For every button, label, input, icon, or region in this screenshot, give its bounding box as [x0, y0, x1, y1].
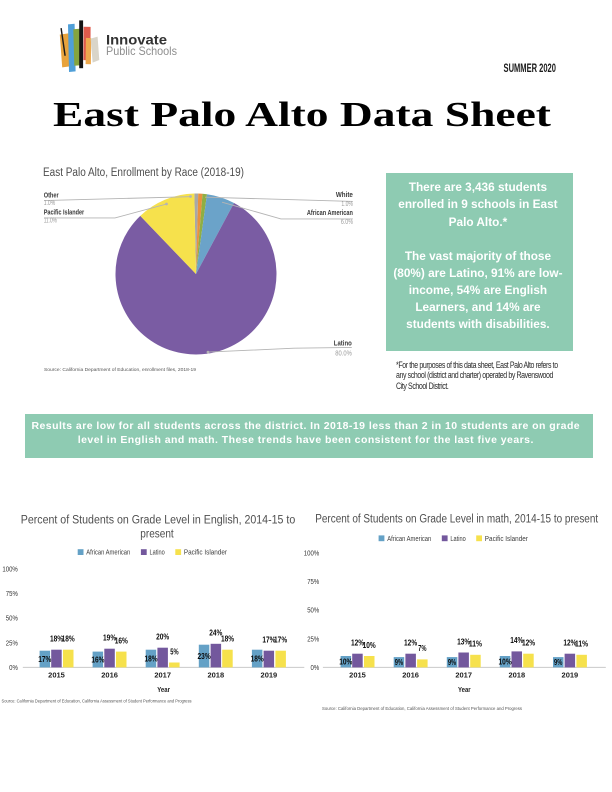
svg-text:11.0%: 11.0% — [44, 217, 57, 224]
svg-text:0%: 0% — [311, 665, 320, 672]
svg-text:17%: 17% — [262, 636, 276, 645]
svg-text:75%: 75% — [307, 579, 319, 586]
svg-text:Year: Year — [458, 687, 471, 694]
svg-text:Percent of Students on Grade L: Percent of Students on Grade Level in En… — [21, 514, 296, 526]
svg-text:African American: African American — [307, 210, 353, 217]
svg-text:16%: 16% — [91, 655, 105, 664]
svg-text:Latino: Latino — [450, 536, 465, 543]
svg-text:12%: 12% — [563, 639, 577, 648]
svg-text:White: White — [336, 192, 353, 199]
svg-text:East Palo Alto, Enrollment by: East Palo Alto, Enrollment by Race (2018… — [43, 167, 244, 179]
svg-text:Source: California Department: Source: California Department of Educati… — [322, 706, 522, 711]
svg-text:2019: 2019 — [261, 670, 278, 679]
svg-text:0%: 0% — [9, 665, 18, 672]
svg-text:present: present — [140, 528, 174, 540]
svg-text:Pacific Islander: Pacific Islander — [44, 209, 85, 216]
svg-text:African American: African American — [86, 550, 130, 557]
svg-text:50%: 50% — [6, 616, 18, 623]
svg-text:2017: 2017 — [455, 670, 472, 679]
svg-text:17%: 17% — [38, 655, 52, 664]
svg-text:17%: 17% — [274, 636, 288, 645]
svg-text:2018: 2018 — [207, 670, 224, 679]
svg-text:7%: 7% — [418, 644, 427, 653]
svg-text:Pacific Islander: Pacific Islander — [184, 550, 228, 557]
svg-text:18%: 18% — [144, 654, 158, 663]
svg-text:6.0%: 6.0% — [341, 219, 353, 226]
svg-text:9%: 9% — [448, 658, 457, 667]
svg-text:2016: 2016 — [101, 670, 118, 679]
svg-text:12%: 12% — [404, 639, 418, 648]
svg-text:9%: 9% — [395, 658, 404, 667]
svg-text:10%: 10% — [339, 658, 353, 667]
svg-text:16%: 16% — [115, 636, 129, 645]
svg-text:18%: 18% — [221, 635, 235, 644]
svg-text:24%: 24% — [209, 629, 223, 638]
svg-text:13%: 13% — [457, 637, 471, 646]
svg-text:10%: 10% — [499, 658, 513, 667]
svg-text:11%: 11% — [469, 640, 483, 649]
svg-text:20%: 20% — [156, 633, 170, 642]
svg-text:18%: 18% — [251, 654, 265, 663]
svg-text:Pacific Islander: Pacific Islander — [485, 536, 529, 543]
svg-text:14%: 14% — [510, 636, 524, 645]
svg-text:Percent of Students on Grade L: Percent of Students on Grade Level in ma… — [315, 514, 599, 526]
svg-text:2018: 2018 — [508, 670, 525, 679]
svg-text:11%: 11% — [575, 640, 589, 649]
svg-text:1.0%: 1.0% — [44, 200, 56, 207]
svg-text:12%: 12% — [522, 639, 536, 648]
svg-text:Year: Year — [157, 687, 170, 694]
svg-text:50%: 50% — [307, 608, 319, 615]
svg-text:Latino: Latino — [150, 550, 165, 557]
svg-text:10%: 10% — [363, 641, 377, 650]
svg-text:12%: 12% — [351, 639, 365, 648]
svg-text:19%: 19% — [103, 634, 117, 643]
svg-text:25%: 25% — [307, 636, 319, 643]
svg-text:23%: 23% — [198, 652, 212, 661]
svg-text:2015: 2015 — [48, 670, 65, 679]
svg-text:Source: California Department: Source: California Department of Educati… — [44, 367, 196, 372]
svg-text:18%: 18% — [50, 635, 64, 644]
svg-text:2015: 2015 — [349, 670, 366, 679]
svg-text:25%: 25% — [6, 640, 18, 647]
svg-text:2017: 2017 — [154, 670, 171, 679]
svg-text:75%: 75% — [6, 591, 18, 598]
svg-text:Innovate: Innovate — [106, 31, 167, 47]
svg-text:2019: 2019 — [562, 670, 579, 679]
svg-text:100%: 100% — [2, 566, 17, 573]
svg-text:African American: African American — [387, 536, 431, 543]
svg-text:2016: 2016 — [402, 670, 419, 679]
svg-text:Public Schools: Public Schools — [106, 44, 177, 58]
svg-text:80.0%: 80.0% — [335, 351, 352, 358]
svg-text:100%: 100% — [304, 551, 319, 558]
svg-text:Other: Other — [44, 193, 59, 200]
svg-text:9%: 9% — [554, 658, 563, 667]
svg-text:5%: 5% — [170, 647, 179, 656]
svg-text:Source: California Department: Source: California Department of Educati… — [2, 698, 192, 703]
svg-text:18%: 18% — [62, 635, 76, 644]
svg-text:1.0%: 1.0% — [341, 201, 353, 208]
svg-text:Latino: Latino — [334, 341, 352, 348]
